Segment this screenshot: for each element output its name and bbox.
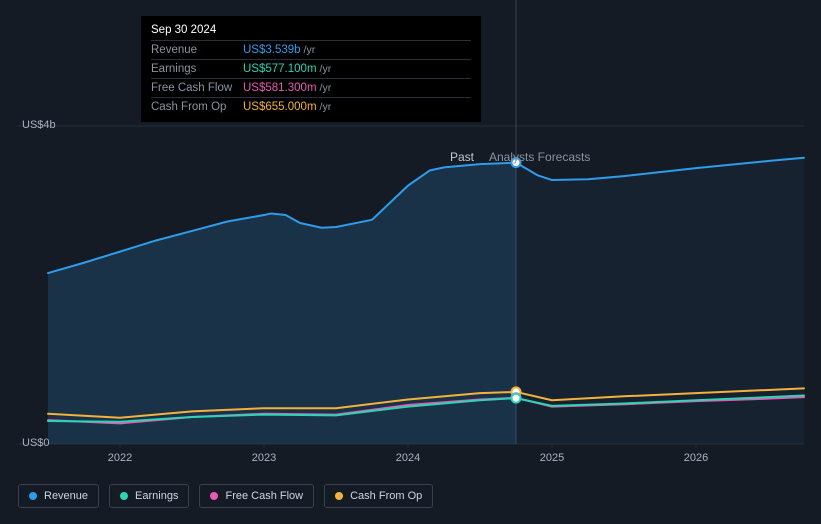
legend-dot xyxy=(29,492,37,500)
tooltip-row: Cash From OpUS$655.000m/yr xyxy=(151,97,471,116)
tooltip-row: RevenueUS$3.539b/yr xyxy=(151,40,471,59)
tooltip-metric-value: US$3.539b xyxy=(243,44,301,56)
legend-dot xyxy=(335,492,343,500)
legend-label: Cash From Op xyxy=(350,490,422,502)
tooltip-metric-value: US$577.100m xyxy=(243,63,317,75)
y-axis-label: US$4b xyxy=(22,119,56,131)
x-axis-label: 2023 xyxy=(252,452,276,464)
chart-tooltip: Sep 30 2024 RevenueUS$3.539b/yrEarningsU… xyxy=(141,16,481,122)
legend-label: Revenue xyxy=(44,490,88,502)
tooltip-metric-suffix: /yr xyxy=(320,82,332,94)
chart-legend: Revenue Earnings Free Cash Flow Cash From O… xyxy=(18,484,433,508)
legend-item-revenue[interactable]: Revenue xyxy=(18,484,99,508)
tooltip-metric-label: Earnings xyxy=(151,63,243,75)
financial-chart: Sep 30 2024 RevenueUS$3.539b/yrEarningsU… xyxy=(0,0,821,524)
section-label-past: Past xyxy=(450,150,474,164)
legend-label: Earnings xyxy=(135,490,178,502)
x-axis-label: 2024 xyxy=(396,452,420,464)
tooltip-row: Free Cash FlowUS$581.300m/yr xyxy=(151,78,471,97)
chart-svg xyxy=(48,126,804,444)
legend-item-free-cash-flow[interactable]: Free Cash Flow xyxy=(199,484,314,508)
x-axis-label: 2025 xyxy=(540,452,564,464)
tooltip-metric-suffix: /yr xyxy=(320,101,332,113)
x-axis-label: 2022 xyxy=(108,452,132,464)
tooltip-metric-value: US$581.300m xyxy=(243,82,317,94)
tooltip-date: Sep 30 2024 xyxy=(151,24,471,40)
legend-item-cash-from-op[interactable]: Cash From Op xyxy=(324,484,433,508)
section-label-forecast: Analysts Forecasts xyxy=(489,150,590,164)
legend-label: Free Cash Flow xyxy=(225,490,303,502)
tooltip-metric-value: US$655.000m xyxy=(243,101,317,113)
tooltip-metric-label: Revenue xyxy=(151,44,243,56)
tooltip-metric-label: Cash From Op xyxy=(151,101,243,113)
y-axis-label: US$0 xyxy=(22,437,50,449)
legend-dot xyxy=(210,492,218,500)
tooltip-metric-label: Free Cash Flow xyxy=(151,82,243,94)
legend-dot xyxy=(120,492,128,500)
tooltip-metric-suffix: /yr xyxy=(304,44,316,56)
x-axis-label: 2026 xyxy=(684,452,708,464)
legend-item-earnings[interactable]: Earnings xyxy=(109,484,189,508)
tooltip-metric-suffix: /yr xyxy=(320,63,332,75)
tooltip-row: EarningsUS$577.100m/yr xyxy=(151,59,471,78)
